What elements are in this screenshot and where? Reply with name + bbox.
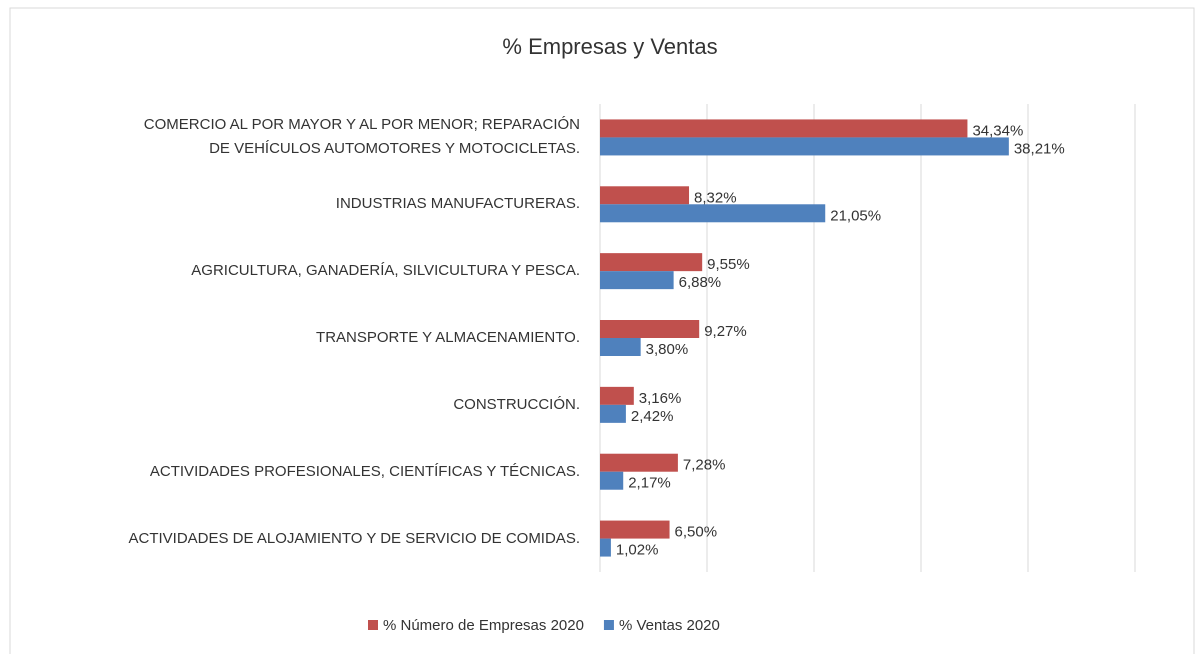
bar bbox=[600, 386, 634, 405]
data-label: 6,50% bbox=[675, 524, 718, 541]
data-label: 6,88% bbox=[679, 274, 722, 291]
data-label: 34,34% bbox=[972, 122, 1023, 139]
data-label: 7,28% bbox=[683, 457, 726, 474]
legend-label: % Ventas 2020 bbox=[619, 617, 720, 634]
chart-title: % Empresas y Ventas bbox=[502, 34, 717, 59]
data-label: 38,21% bbox=[1014, 140, 1065, 157]
legend-swatch bbox=[603, 620, 614, 630]
y-tick-label: INDUSTRIAS MANUFACTURERAS. bbox=[335, 195, 580, 213]
data-label: 1,02% bbox=[616, 542, 659, 559]
bar bbox=[600, 186, 690, 205]
y-tick-label: AGRICULTURA, GANADERÍA, SILVICULTURA Y P… bbox=[191, 262, 580, 280]
y-tick-label: CONSTRUCCIÓN. bbox=[453, 395, 580, 413]
bar bbox=[600, 271, 674, 290]
bar bbox=[600, 404, 626, 423]
bar bbox=[600, 320, 700, 338]
bar bbox=[600, 538, 611, 557]
data-label: 3,80% bbox=[646, 341, 689, 358]
data-label: 8,32% bbox=[694, 189, 737, 206]
legend-swatch bbox=[368, 620, 378, 630]
bar bbox=[600, 119, 968, 138]
legend-label: % Número de Empresas 2020 bbox=[383, 617, 584, 634]
y-tick-label: ACTIVIDADES PROFESIONALES, CIENTÍFICAS Y… bbox=[149, 462, 580, 480]
bar bbox=[600, 520, 670, 539]
data-label: 9,55% bbox=[707, 256, 750, 273]
data-label: 21,05% bbox=[830, 207, 881, 224]
bar bbox=[600, 471, 624, 490]
y-tick-label: ACTIVIDADES DE ALOJAMIENTO Y DE SERVICIO… bbox=[128, 529, 580, 547]
data-label: 2,17% bbox=[628, 475, 671, 492]
chart-border bbox=[9, 7, 1195, 654]
bar bbox=[600, 137, 1009, 156]
data-label: 3,16% bbox=[639, 390, 682, 407]
data-label: 2,42% bbox=[631, 408, 674, 425]
data-label: 9,27% bbox=[704, 323, 747, 340]
y-tick-label: COMERCIO AL POR MAYOR Y AL POR MENOR; RE… bbox=[143, 116, 580, 158]
bar bbox=[600, 453, 678, 472]
bar bbox=[600, 253, 703, 272]
bar bbox=[600, 204, 826, 223]
bar bbox=[600, 338, 641, 356]
y-tick-label: TRANSPORTE Y ALMACENAMIENTO. bbox=[316, 329, 580, 346]
